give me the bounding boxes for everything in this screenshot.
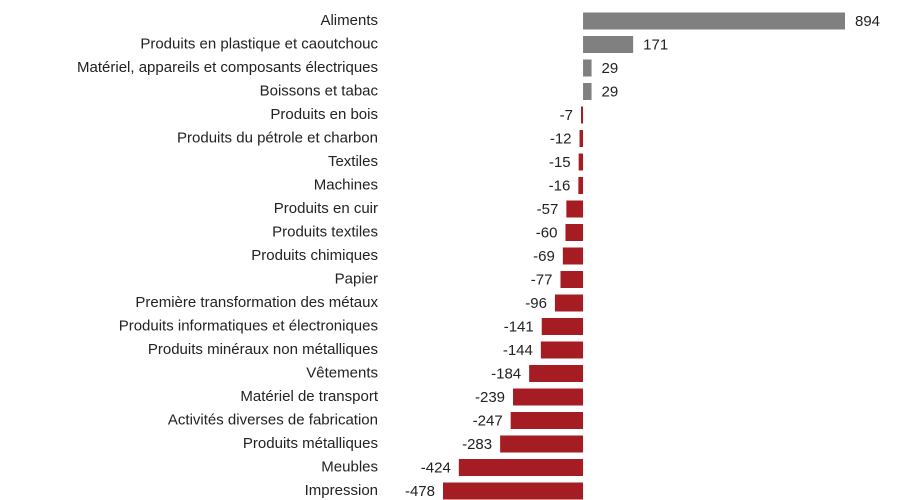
data-label: -96	[525, 295, 547, 312]
data-label: -12	[550, 130, 572, 147]
bar	[458, 459, 584, 476]
category-label: Activités diverses de fabrication	[168, 411, 378, 428]
category-label: Produits métalliques	[243, 435, 378, 452]
data-label: -69	[533, 248, 555, 265]
data-label: -15	[549, 154, 571, 171]
data-label: -424	[421, 459, 451, 476]
data-label: -239	[475, 389, 505, 406]
bar	[562, 247, 584, 265]
data-label: -144	[503, 342, 533, 359]
bar	[513, 388, 584, 406]
bar	[583, 36, 634, 53]
category-label: Matériel, appareils et composants électr…	[77, 59, 378, 76]
bar	[583, 12, 845, 30]
data-label: 171	[643, 36, 668, 53]
category-label: Produits en cuir	[274, 200, 378, 217]
data-label: -247	[473, 412, 503, 429]
bar	[565, 224, 584, 241]
data-label: 29	[602, 60, 619, 77]
data-label: -141	[504, 318, 534, 335]
bar	[560, 271, 584, 288]
bar	[578, 153, 584, 171]
bar	[578, 177, 584, 194]
category-label: Vêtements	[306, 364, 378, 381]
category-label: Produits informatiques et électroniques	[119, 317, 378, 334]
category-label: Machines	[314, 176, 378, 193]
category-label: Première transformation des métaux	[135, 294, 378, 311]
data-label: -478	[405, 483, 435, 500]
category-label: Produits en plastique et caoutchouc	[140, 35, 378, 52]
category-label: Produits du pétrole et charbon	[177, 129, 378, 146]
bar	[583, 59, 592, 77]
bar	[566, 200, 584, 218]
bar	[579, 130, 584, 147]
category-label: Aliments	[320, 12, 378, 29]
data-label: -283	[462, 436, 492, 453]
bar	[581, 106, 584, 124]
category-label: Boissons et tabac	[260, 82, 379, 99]
category-label: Produits minéraux non métalliques	[148, 341, 378, 358]
data-label: -7	[560, 107, 573, 124]
data-label: 29	[602, 83, 619, 100]
data-label: 894	[855, 13, 880, 30]
category-label: Produits textiles	[272, 223, 378, 240]
category-label: Textiles	[328, 153, 378, 170]
category-label: Produits en bois	[270, 106, 378, 123]
bar	[500, 435, 584, 453]
data-label: -77	[531, 271, 553, 288]
category-label: Impression	[305, 482, 378, 499]
data-label: -57	[537, 201, 559, 218]
category-label: Meubles	[321, 458, 378, 475]
bar	[554, 294, 584, 312]
bar	[540, 341, 584, 359]
data-label: -16	[549, 177, 571, 194]
data-label: -184	[491, 365, 521, 382]
bar	[541, 318, 584, 335]
category-label: Papier	[335, 270, 378, 287]
bar	[443, 482, 584, 500]
category-label: Matériel de transport	[240, 388, 378, 405]
bar	[510, 412, 584, 429]
category-label: Produits chimiques	[251, 247, 378, 264]
bar	[583, 83, 592, 100]
bar	[529, 365, 584, 382]
data-label: -60	[536, 224, 558, 241]
